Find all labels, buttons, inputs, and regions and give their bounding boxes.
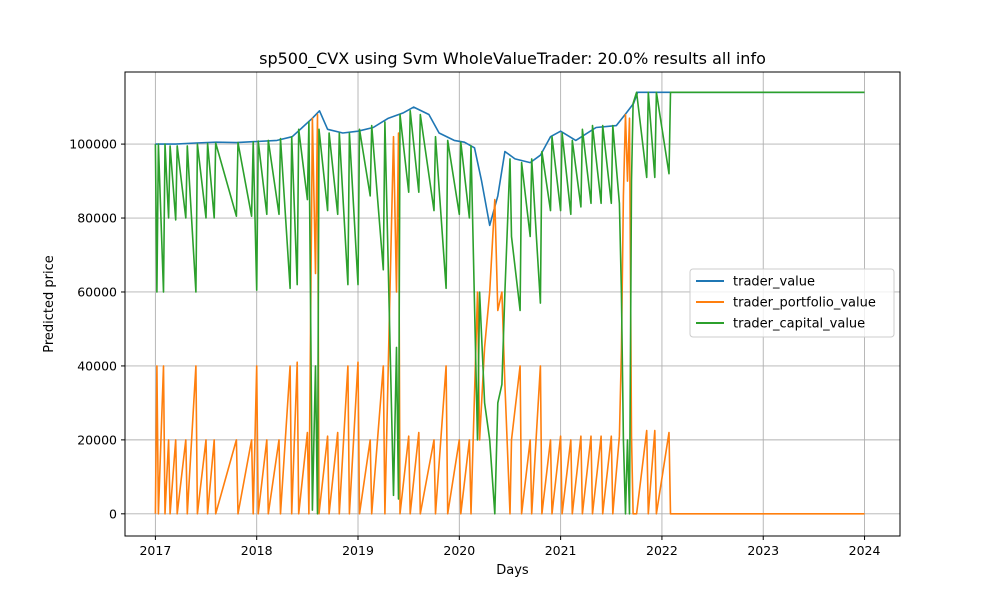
series-line-trader-capital-value — [154, 91, 865, 515]
y-tick-label: 0 — [109, 506, 117, 521]
x-tick-label: 2019 — [342, 543, 374, 558]
x-tick-label: 2020 — [443, 543, 475, 558]
x-tick-label: 2018 — [241, 543, 273, 558]
series-line-trader-portfolio-value — [154, 113, 865, 515]
plot-frame — [124, 71, 901, 537]
x-tick-label: 2023 — [747, 543, 779, 558]
y-tick-label: 20000 — [77, 432, 117, 447]
legend-entry: trader_capital_value — [733, 317, 865, 332]
x-tick-label: 2022 — [646, 543, 678, 558]
legend-box — [689, 268, 895, 338]
y-axis-ticks: 0 20000 40000 60000 80000 100000 — [69, 137, 125, 521]
series-lines — [154, 91, 865, 515]
legend: trader_value trader_portfolio_valuetrader… — [689, 268, 895, 338]
series-line-trader-value — [155, 91, 865, 227]
y-tick-label: 80000 — [77, 211, 117, 226]
x-tick-label: 2017 — [139, 543, 171, 558]
y-axis-label: Predicted price — [42, 255, 57, 353]
legend-entry: trader_value — [733, 275, 815, 290]
chart-title: sp500_CVX using Svm WholeValueTrader: 20… — [259, 49, 766, 69]
y-tick-label: 60000 — [77, 284, 117, 299]
y-tick-label: 40000 — [77, 358, 117, 373]
grid-lines — [125, 72, 900, 536]
x-axis-label: Days — [496, 563, 529, 578]
legend-entry: trader_portfolio_value — [733, 296, 876, 311]
y-tick-label: 100000 — [69, 137, 117, 152]
x-tick-label: 2024 — [849, 543, 881, 558]
x-axis-ticks: 2017 2018 2019 2020 2021 2022 2023 2024 — [139, 536, 880, 558]
x-tick-label: 2021 — [545, 543, 577, 558]
